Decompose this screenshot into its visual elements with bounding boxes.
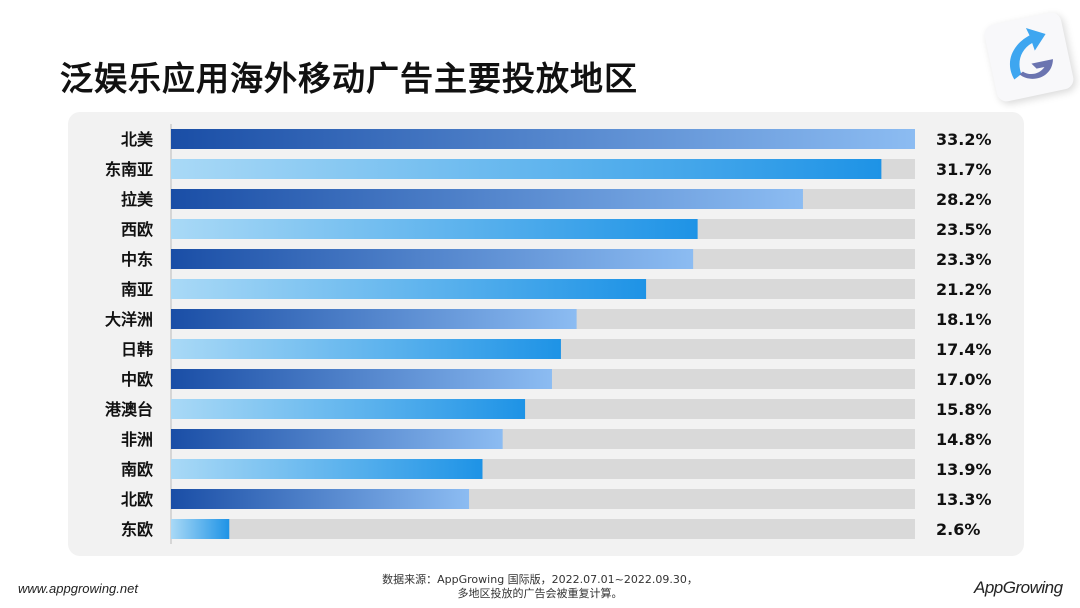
category-label: 大洋洲 [105, 310, 153, 329]
category-label: 北美 [121, 130, 154, 149]
category-label: 拉美 [121, 190, 154, 209]
value-label: 14.8% [936, 430, 992, 449]
value-label: 28.2% [936, 190, 992, 209]
source-line-1: 数据来源：AppGrowing 国际版，2022.07.01~2022.09.3… [382, 573, 698, 586]
bar [171, 369, 552, 389]
bar-chart: 北美 33.2% 东南亚 31.7% 拉美 28.2% 西欧 23.5% 中东 23.3% 南亚 21… [105, 124, 992, 544]
bar [171, 339, 561, 359]
bar [171, 129, 915, 149]
chart-title: 泛娱乐应用海外移动广告主要投放地区 [60, 59, 638, 98]
bar [171, 249, 694, 269]
category-label: 北欧 [121, 490, 153, 509]
value-label: 23.5% [936, 220, 992, 239]
bar [171, 219, 698, 239]
value-label: 18.1% [936, 310, 992, 329]
category-label: 东欧 [121, 520, 153, 539]
bar [171, 189, 803, 209]
category-label: 日韩 [121, 340, 153, 359]
category-label: 南亚 [121, 280, 153, 299]
value-label: 2.6% [936, 520, 980, 539]
bar [171, 399, 526, 419]
value-label: 15.8% [936, 400, 992, 419]
value-label: 23.3% [936, 250, 992, 269]
category-label: 港澳台 [105, 400, 153, 419]
category-label: 非洲 [121, 430, 153, 449]
category-label: 中欧 [121, 370, 153, 389]
bar [171, 459, 483, 479]
bar-track [171, 519, 915, 539]
chart-panel: 北美 33.2% 东南亚 31.7% 拉美 28.2% 西欧 23.5% 中东 23.3% 南亚 21… [68, 112, 1024, 556]
bar [171, 429, 503, 449]
data-source-note: 数据来源：AppGrowing 国际版，2022.07.01~2022.09.3… [340, 573, 740, 601]
bar [171, 519, 230, 539]
value-label: 13.9% [936, 460, 992, 479]
value-label: 21.2% [936, 280, 992, 299]
value-label: 31.7% [936, 160, 992, 179]
category-label: 西欧 [121, 220, 153, 239]
bar [171, 279, 647, 299]
category-label: 东南亚 [105, 160, 153, 179]
source-line-2: 多地区投放的广告会被重复计算。 [457, 587, 623, 600]
website-url[interactable]: www.appgrowing.net [18, 581, 138, 596]
bar [171, 159, 882, 179]
bar [171, 489, 470, 509]
category-label: 中东 [121, 250, 153, 269]
value-label: 33.2% [936, 130, 992, 149]
value-label: 17.4% [936, 340, 992, 359]
value-label: 13.3% [936, 490, 992, 509]
bar [171, 309, 577, 329]
category-label: 南欧 [121, 460, 153, 479]
appgrowing-logo-icon [982, 10, 1076, 104]
value-label: 17.0% [936, 370, 992, 389]
brand-logo-text: AppGrowing [974, 578, 1063, 597]
